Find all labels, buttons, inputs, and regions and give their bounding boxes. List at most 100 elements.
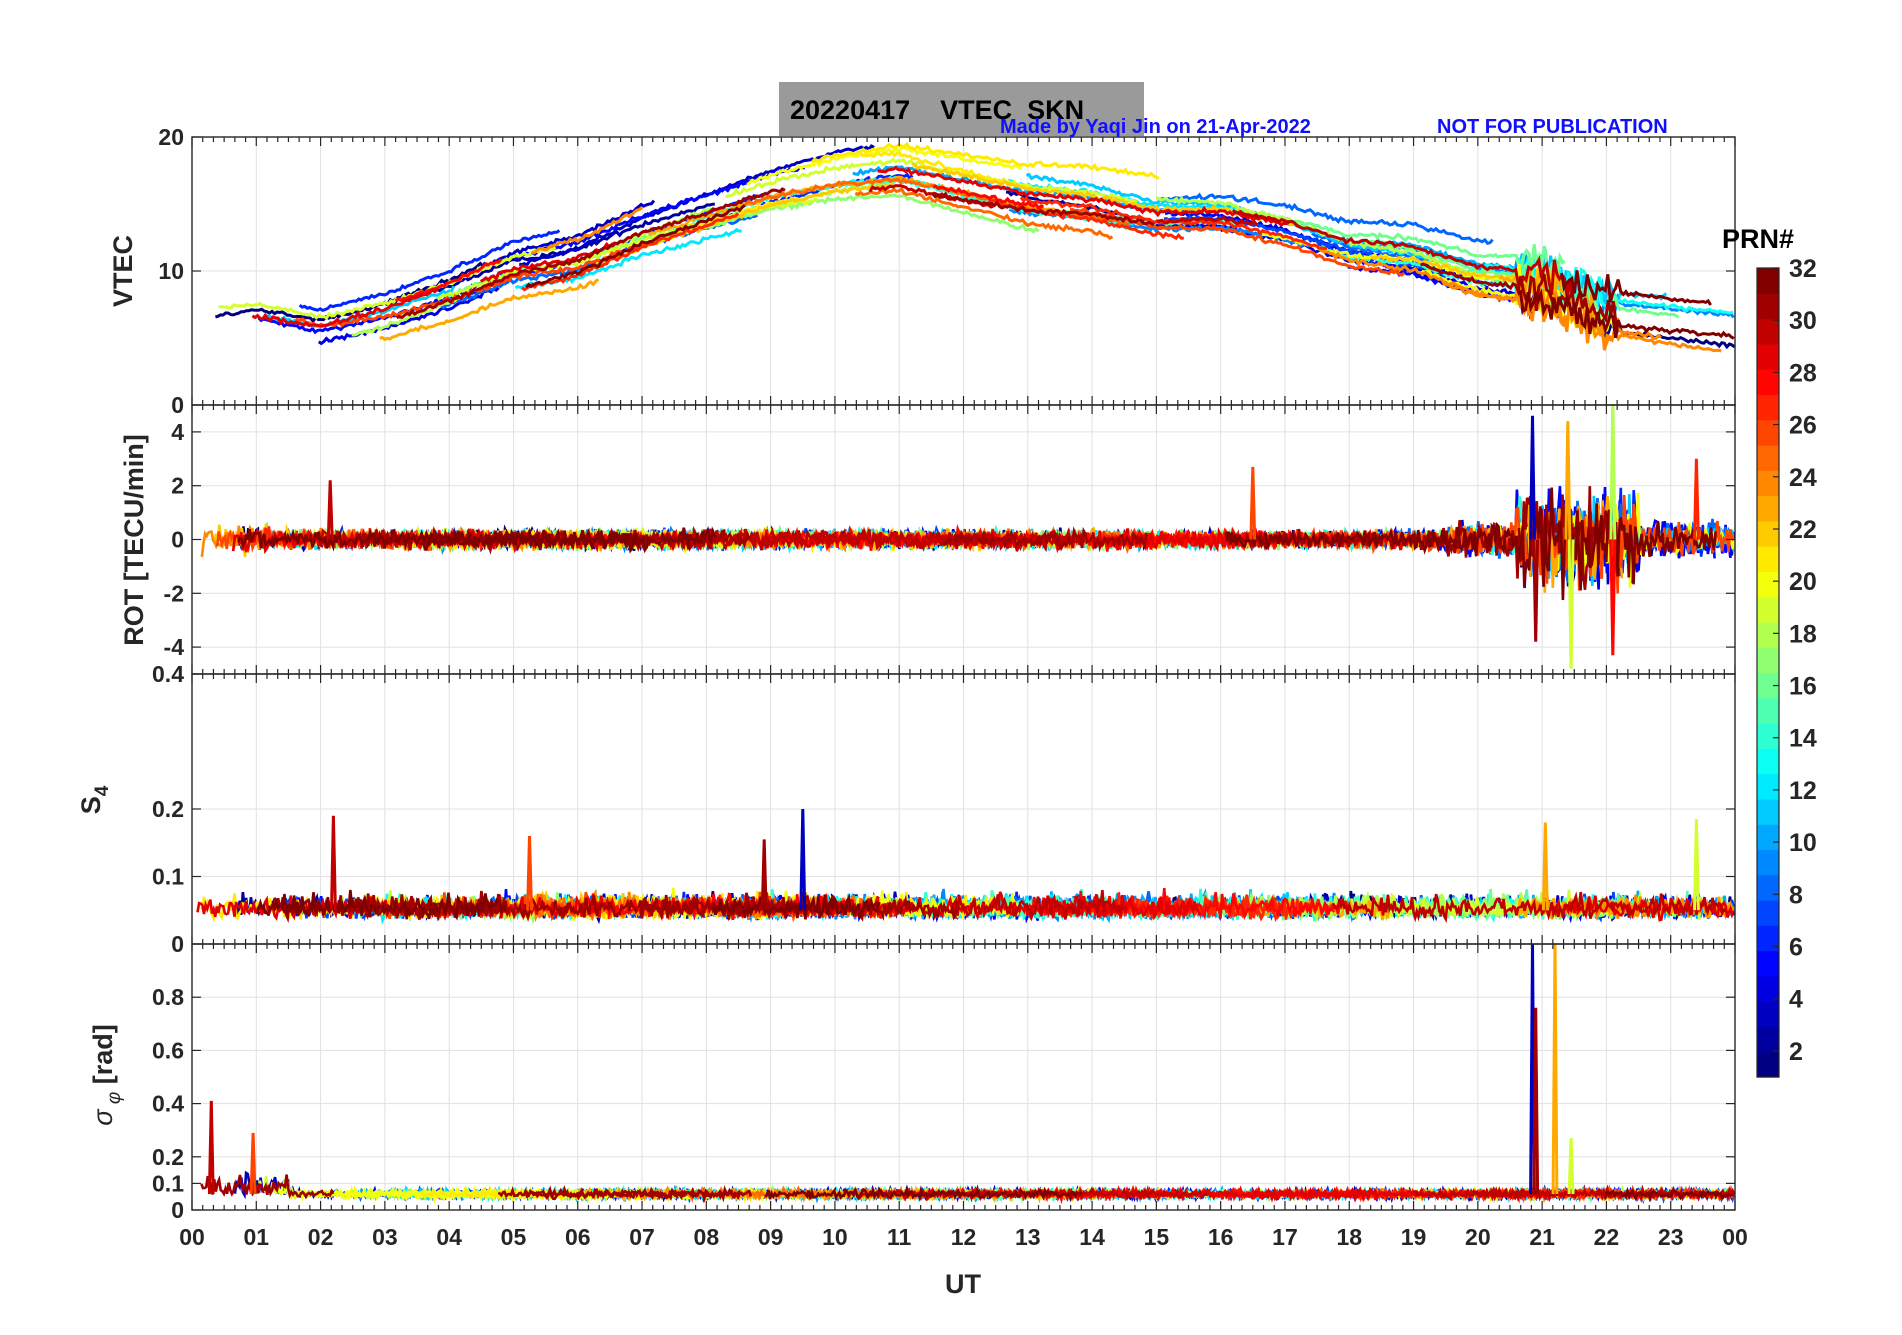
- x-tick-label: 01: [243, 1224, 269, 1250]
- x-tick-label: 07: [629, 1224, 655, 1250]
- rot-spike: [1609, 405, 1617, 540]
- sigma-phi-trace: [200, 1174, 335, 1200]
- y-tick-label: 2: [171, 473, 184, 499]
- x-tick-label: 00: [179, 1224, 205, 1250]
- x-tick-label: 12: [951, 1224, 977, 1250]
- colorbar-segment: [1757, 925, 1779, 952]
- y-tick-label: 0.8: [152, 984, 184, 1010]
- title-box: [779, 82, 1144, 136]
- rot-spike: [1567, 539, 1575, 669]
- colorbar-segment: [1757, 748, 1779, 775]
- y-tick-label: 0.2: [152, 1144, 184, 1170]
- colorbar-segment: [1757, 394, 1779, 421]
- rot-trace: [1224, 487, 1717, 601]
- colorbar-tick-label: 30: [1789, 307, 1817, 335]
- vtec-trace: [1560, 270, 1712, 306]
- colorbar-tick-label: 18: [1789, 620, 1817, 648]
- colorbar-segment: [1757, 647, 1779, 674]
- colorbar-segment: [1757, 672, 1779, 699]
- colorbar-segment: [1757, 723, 1779, 749]
- y-tick-label: 0.1: [152, 1170, 184, 1196]
- s4-trace: [950, 889, 1125, 922]
- colorbar-tick-label: 2: [1789, 1038, 1803, 1066]
- colorbar-segment: [1757, 293, 1779, 320]
- colorbar-tick-label: 16: [1789, 673, 1817, 701]
- vtec-trace: [1160, 192, 1494, 245]
- colorbar-segment: [1757, 596, 1779, 623]
- x-tick-label: 10: [822, 1224, 848, 1250]
- chart-title: 20220417 VTEC SKN: [790, 95, 1085, 125]
- sigma-phi-spike: [1567, 1138, 1575, 1195]
- y-tick-label: 10: [158, 258, 184, 284]
- vtec-trace: [1231, 208, 1574, 298]
- colorbar-tick-label: 6: [1789, 934, 1803, 962]
- x-tick-label: 16: [1208, 1224, 1234, 1250]
- y-axis-label: σ φ [rad]: [88, 1024, 125, 1125]
- colorbar-segment: [1757, 697, 1779, 724]
- colorbar-segment: [1757, 444, 1779, 471]
- x-tick-label: 13: [1015, 1224, 1041, 1250]
- y-tick-label: 20: [158, 124, 184, 150]
- colorbar-segment: [1757, 268, 1779, 294]
- colorbar-label: PRN#: [1722, 224, 1794, 254]
- vtec-trace: [298, 229, 561, 313]
- x-tick-label: 06: [565, 1224, 591, 1250]
- y-axis-label: VTEC: [108, 235, 138, 307]
- vtec-trace: [1517, 288, 1735, 340]
- x-tick-label: 04: [436, 1224, 462, 1250]
- colorbar-segment: [1757, 318, 1779, 345]
- rot-spike: [1532, 539, 1540, 642]
- colorbar-segment: [1757, 874, 1779, 901]
- s4-spike: [760, 839, 768, 911]
- vtec-trace: [214, 261, 487, 324]
- colorbar-segment: [1757, 824, 1779, 851]
- colorbar-segment: [1757, 470, 1779, 497]
- y-tick-label: 0: [171, 931, 184, 957]
- rot-trace: [419, 526, 717, 554]
- vtec-trace: [251, 287, 439, 328]
- x-tick-label: 11: [887, 1224, 912, 1250]
- x-tick-label: 23: [1658, 1224, 1684, 1250]
- x-tick-label: 21: [1529, 1224, 1555, 1250]
- sigma-phi-spike: [1532, 1007, 1540, 1195]
- colorbar-tick-label: 10: [1789, 829, 1817, 857]
- colorbar-tick-label: 28: [1789, 359, 1817, 387]
- rot-trace: [943, 526, 1148, 553]
- colorbar-segment: [1757, 798, 1779, 825]
- sigma-phi-spike: [249, 1132, 257, 1195]
- x-tick-label: 05: [501, 1224, 527, 1250]
- colorbar-segment: [1757, 621, 1779, 648]
- x-tick-label: 14: [1079, 1224, 1105, 1250]
- vtec-trace: [385, 202, 715, 306]
- vtec-trace: [317, 286, 500, 346]
- colorbar-segment: [1757, 571, 1779, 598]
- sigma-phi-spike: [1551, 944, 1559, 1195]
- x-tick-label: 09: [758, 1224, 784, 1250]
- colorbar-segment: [1757, 343, 1779, 370]
- vtec-trace: [810, 141, 1160, 180]
- colorbar-segment: [1757, 1051, 1779, 1078]
- colorbar-segment: [1757, 773, 1779, 800]
- vtec-trace: [530, 206, 643, 255]
- colorbar-tick-label: 26: [1789, 412, 1817, 440]
- rot-trace: [1113, 527, 1309, 552]
- colorbar-segment: [1757, 849, 1779, 876]
- rot-spike: [1249, 466, 1257, 540]
- colorbar-segment: [1757, 546, 1779, 572]
- rot-spike: [1693, 458, 1700, 540]
- s4-trace: [1331, 891, 1728, 924]
- y-tick-label: 0: [171, 527, 184, 553]
- colorbar-segment: [1757, 1026, 1779, 1053]
- y-tick-label: 0: [171, 392, 184, 418]
- x-axis-label: UT: [945, 1269, 981, 1299]
- vtec-trace: [521, 212, 740, 292]
- s4-spike: [1693, 819, 1700, 911]
- sigma-phi-trace: [524, 1185, 753, 1203]
- colorbar-tick-label: 12: [1789, 777, 1817, 805]
- s4-spike: [330, 815, 337, 911]
- y-tick-label: 4: [171, 419, 184, 445]
- vtec-trace: [877, 165, 1290, 227]
- sigma-phi-trace: [1412, 1184, 1735, 1204]
- rot-spike: [326, 480, 334, 540]
